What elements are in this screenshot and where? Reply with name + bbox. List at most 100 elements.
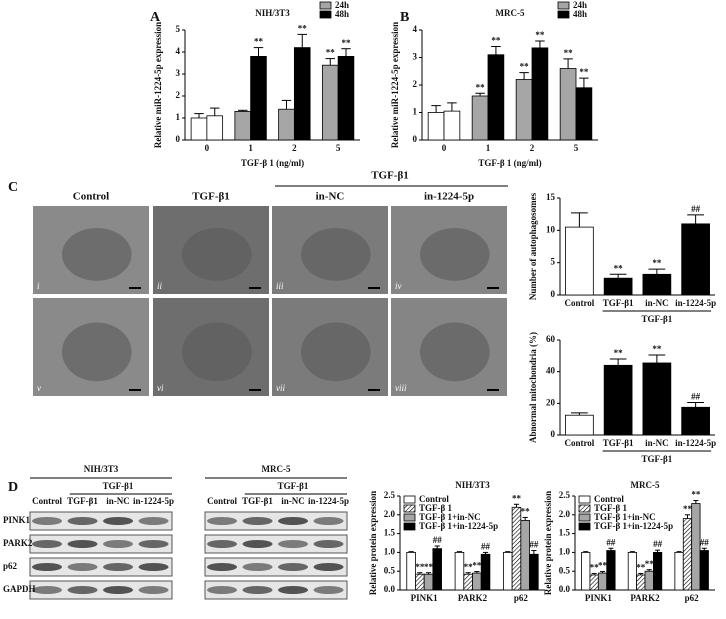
bar <box>443 110 461 141</box>
legend-swatch <box>578 513 591 522</box>
x-tick-label: 0 <box>205 143 210 153</box>
significance: ** <box>683 504 693 514</box>
bar <box>472 572 482 591</box>
image-numeral: i <box>37 281 40 291</box>
y-axis-label: Relative miR-1224-5p expression <box>153 22 163 148</box>
x-tick-label: in-NC <box>645 298 669 308</box>
bar <box>681 223 710 296</box>
y-tick-label: 10 <box>546 224 556 234</box>
bar <box>606 550 616 591</box>
significance: ## <box>700 537 710 547</box>
blot-band <box>67 563 98 571</box>
bar <box>642 362 672 436</box>
significance: ## <box>529 540 539 550</box>
y-tick-label: 0 <box>413 134 418 144</box>
blot-band <box>67 540 98 548</box>
legend-swatch <box>578 495 591 504</box>
y-axis-label: Number of autophagosomes <box>528 192 538 300</box>
blot-band <box>313 540 344 548</box>
blot-band <box>313 517 344 525</box>
bar <box>423 573 434 591</box>
y-tick-label: 20 <box>546 397 556 407</box>
y-tick-label: 1.0 <box>384 546 396 556</box>
x-tick-label: 2 <box>530 143 535 153</box>
legend-swatch <box>557 10 570 19</box>
bar <box>454 552 465 591</box>
bar <box>190 117 208 141</box>
blot-band <box>103 540 134 548</box>
protein-label: GAPDH <box>3 584 36 594</box>
blot-band <box>242 586 273 594</box>
nucleus <box>62 228 132 281</box>
significance: ** <box>564 48 574 58</box>
blot-band <box>32 517 63 525</box>
bar <box>653 552 663 591</box>
significance: ** <box>298 23 308 33</box>
significance: ** <box>521 506 531 516</box>
y-tick-label: 0.0 <box>384 584 396 594</box>
image-numeral: iv <box>395 281 402 291</box>
legend-swatch <box>319 10 332 19</box>
significance: ** <box>342 38 352 48</box>
column-header: in-1224-5p <box>424 191 474 203</box>
x-tick-label: p62 <box>685 593 700 603</box>
blot-band <box>103 563 134 571</box>
blot-strip <box>29 534 173 554</box>
lane-label: in-1224-5p <box>133 496 174 506</box>
bar <box>681 406 710 436</box>
y-tick-label: 5 <box>551 257 556 267</box>
x-tick-label: 0 <box>442 143 447 153</box>
significance: ** <box>598 561 608 571</box>
panel-label: C <box>8 180 18 195</box>
blot-band <box>313 586 344 594</box>
nucleus <box>420 228 490 281</box>
legend-swatch <box>403 522 416 531</box>
y-tick-label: 2 <box>176 90 181 100</box>
y-tick-label: 0 <box>551 429 556 439</box>
blot-band <box>32 586 63 594</box>
y-tick-label: 1.5 <box>559 528 571 538</box>
blot-band <box>138 540 169 548</box>
significance: ** <box>520 62 530 72</box>
blot-band <box>67 517 98 525</box>
y-tick-label: 2.5 <box>559 490 571 500</box>
bar <box>503 552 513 591</box>
bar <box>293 47 311 141</box>
bar <box>699 550 709 591</box>
y-axis-label: Relative protein expression <box>543 491 553 595</box>
significance: ** <box>512 493 522 503</box>
nucleus <box>420 322 490 382</box>
image-numeral: viii <box>395 383 407 393</box>
y-tick-label: 1.0 <box>559 546 571 556</box>
panel-label: A <box>150 10 161 25</box>
y-tick-label: 2.5 <box>384 490 396 500</box>
blot-band <box>67 586 98 594</box>
bar <box>642 273 672 296</box>
blot-band <box>207 540 238 548</box>
bar <box>674 552 684 591</box>
legend-label: Control <box>594 494 624 504</box>
blot-strip <box>204 534 348 554</box>
y-axis-label: Relative protein expression <box>368 491 378 595</box>
legend-label: TGF-β 1+in-NC <box>419 512 481 522</box>
lane-label: TGF-β1 <box>242 496 273 506</box>
bar <box>565 414 594 436</box>
x-tick-label: Control <box>564 438 594 448</box>
significance: ** <box>691 490 701 500</box>
y-tick-label: 0 <box>551 289 556 299</box>
blot-band <box>103 586 134 594</box>
column-header: Control <box>73 191 109 203</box>
y-tick-label: 4 <box>413 24 418 34</box>
legend-swatch <box>403 504 416 513</box>
y-tick-label: 0.5 <box>384 565 396 575</box>
bar <box>565 226 594 296</box>
bar <box>406 552 416 591</box>
legend-swatch <box>578 522 591 531</box>
y-tick-label: 5 <box>176 24 181 34</box>
cell-line: NIH/3T3 <box>84 464 119 474</box>
y-tick-label: 3 <box>413 52 418 62</box>
image-numeral: vii <box>276 383 285 393</box>
y-tick-label: 1 <box>176 112 181 122</box>
x-axis-label: TGF-β 1 (ng/ml) <box>241 158 304 168</box>
